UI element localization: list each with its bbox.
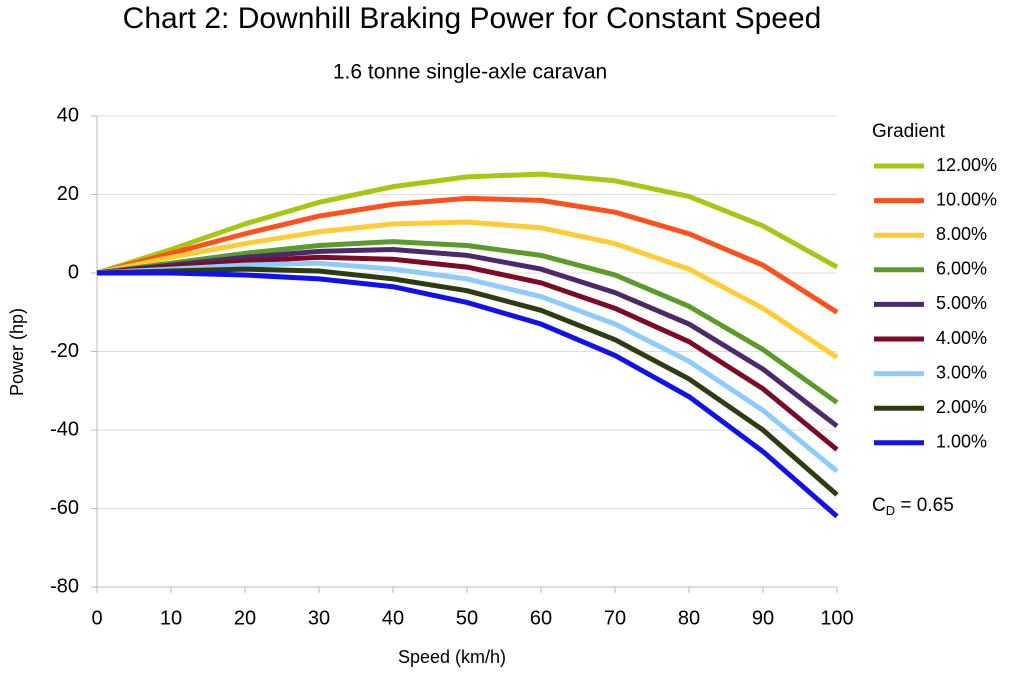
legend-label: 5.00% bbox=[936, 293, 987, 313]
legend-label: 10.00% bbox=[936, 189, 997, 209]
y-tick-label: -60 bbox=[50, 497, 79, 519]
y-tick-label: 40 bbox=[57, 104, 79, 126]
legend-label: 1.00% bbox=[936, 432, 987, 452]
x-tick-label: 20 bbox=[234, 607, 256, 629]
series-line bbox=[96, 219, 839, 360]
series-line bbox=[96, 195, 839, 315]
series-line bbox=[96, 254, 839, 452]
y-axis-label: Power (hp) bbox=[7, 308, 27, 396]
annotation-main: C bbox=[872, 495, 886, 516]
x-tick-label: 70 bbox=[604, 607, 626, 629]
chart-title: Chart 2: Downhill Braking Power for Cons… bbox=[123, 2, 822, 35]
x-tick-label: 10 bbox=[160, 607, 182, 629]
legend-label: 2.00% bbox=[936, 397, 987, 417]
series-line bbox=[97, 270, 839, 519]
x-tick-label: 30 bbox=[308, 607, 330, 629]
x-axis-label: Speed (km/h) bbox=[398, 647, 506, 667]
legend-label: 8.00% bbox=[936, 224, 987, 244]
legend-label: 6.00% bbox=[936, 259, 987, 279]
legend-title: Gradient bbox=[872, 121, 946, 142]
annotation-sub: D bbox=[886, 503, 895, 518]
chart-subtitle: 1.6 tonne single-axle caravan bbox=[333, 61, 607, 84]
y-tick-label: -80 bbox=[50, 575, 79, 597]
x-tick-label: 40 bbox=[382, 607, 404, 629]
x-tick-label: 90 bbox=[752, 607, 774, 629]
series-line bbox=[96, 266, 839, 497]
y-tick-label: 0 bbox=[68, 261, 79, 283]
y-tick-label: -40 bbox=[50, 418, 79, 440]
series-line bbox=[96, 260, 839, 474]
x-tick-label: 100 bbox=[820, 607, 853, 629]
y-tick-label: -20 bbox=[50, 340, 79, 362]
x-tick-label: 0 bbox=[91, 607, 102, 629]
y-tick-label: 20 bbox=[57, 183, 79, 205]
legend-label: 12.00% bbox=[936, 155, 997, 175]
x-tick-label: 50 bbox=[456, 607, 478, 629]
series-line bbox=[96, 239, 839, 405]
series-line bbox=[96, 246, 839, 429]
annotation: CD = 0.65 bbox=[872, 495, 954, 518]
x-tick-label: 80 bbox=[678, 607, 700, 629]
series-line bbox=[96, 171, 839, 276]
annotation-suffix: = 0.65 bbox=[895, 495, 954, 516]
legend-label: 4.00% bbox=[936, 328, 987, 348]
legend-label: 3.00% bbox=[936, 362, 987, 382]
x-tick-label: 60 bbox=[530, 607, 552, 629]
